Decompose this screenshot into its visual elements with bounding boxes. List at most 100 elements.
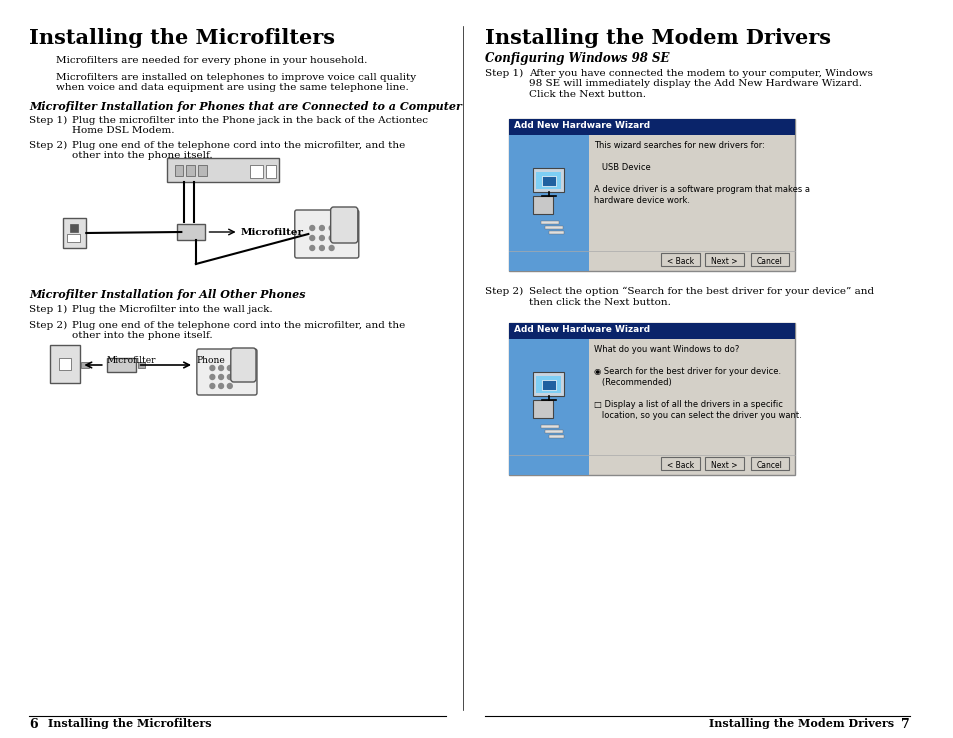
Bar xyxy=(509,339,588,475)
Text: What do you want Windows to do?: What do you want Windows to do? xyxy=(594,345,739,354)
Bar xyxy=(186,165,194,176)
Text: ◉ Search for the best driver for your device.: ◉ Search for the best driver for your de… xyxy=(594,367,781,376)
Bar xyxy=(533,400,552,418)
Text: Microfilters are needed for every phone in your household.: Microfilters are needed for every phone … xyxy=(56,56,367,65)
Text: Next >: Next > xyxy=(710,257,737,266)
Text: Plug one end of the telephone cord into the microfilter, and the
other into the : Plug one end of the telephone cord into … xyxy=(71,141,405,160)
Text: (Recommended): (Recommended) xyxy=(594,378,672,387)
Circle shape xyxy=(310,235,314,241)
Text: □ Display a list of all the drivers in a specific: □ Display a list of all the drivers in a… xyxy=(594,400,782,409)
Text: Step 2): Step 2) xyxy=(29,321,68,330)
Text: Phone: Phone xyxy=(196,356,225,365)
Bar xyxy=(704,457,743,470)
Text: Cancel: Cancel xyxy=(756,257,782,266)
Text: Next >: Next > xyxy=(710,461,737,470)
Text: Installing the Microfilters: Installing the Microfilters xyxy=(29,28,335,48)
Circle shape xyxy=(319,246,324,250)
Bar xyxy=(533,372,564,396)
Circle shape xyxy=(210,384,214,388)
Bar xyxy=(660,457,700,470)
Circle shape xyxy=(319,226,324,230)
Text: hardware device work.: hardware device work. xyxy=(594,196,690,205)
Circle shape xyxy=(310,226,314,230)
Circle shape xyxy=(329,246,334,250)
Bar xyxy=(63,218,86,248)
Text: Step 2): Step 2) xyxy=(29,141,68,150)
Circle shape xyxy=(210,365,214,370)
Bar xyxy=(536,376,561,393)
Text: Installing the Microfilters: Installing the Microfilters xyxy=(49,718,212,729)
Text: 6: 6 xyxy=(29,718,38,731)
FancyBboxPatch shape xyxy=(548,231,564,234)
Text: Plug one end of the telephone cord into the microfilter, and the
other into the : Plug one end of the telephone cord into … xyxy=(71,321,405,340)
Text: Plug the Microfilter into the wall jack.: Plug the Microfilter into the wall jack. xyxy=(71,305,273,314)
Text: Add New Hardware Wizard: Add New Hardware Wizard xyxy=(514,121,649,130)
FancyBboxPatch shape xyxy=(540,221,558,224)
Bar xyxy=(107,358,135,372)
Text: Step 1): Step 1) xyxy=(29,305,68,314)
Bar xyxy=(167,158,279,182)
FancyBboxPatch shape xyxy=(548,435,564,438)
Text: Cancel: Cancel xyxy=(756,461,782,470)
Text: Microfilter: Microfilter xyxy=(107,356,156,365)
FancyBboxPatch shape xyxy=(196,349,256,395)
Circle shape xyxy=(227,374,232,379)
Bar xyxy=(250,165,262,178)
Bar xyxy=(197,165,207,176)
Bar xyxy=(174,165,183,176)
Text: Configuring Windows 98 SE: Configuring Windows 98 SE xyxy=(484,52,669,65)
Bar xyxy=(536,172,561,189)
Text: USB Device: USB Device xyxy=(594,163,651,172)
Text: Microfilter: Microfilter xyxy=(240,228,303,237)
Circle shape xyxy=(210,374,214,379)
Circle shape xyxy=(218,374,223,379)
Circle shape xyxy=(329,226,334,230)
Bar xyxy=(137,362,145,368)
Bar xyxy=(51,345,79,383)
Bar xyxy=(509,119,794,135)
Circle shape xyxy=(329,235,334,241)
Circle shape xyxy=(319,235,324,241)
Circle shape xyxy=(227,384,232,388)
Bar xyxy=(509,135,588,271)
Bar xyxy=(533,168,564,192)
FancyBboxPatch shape xyxy=(294,210,358,258)
Bar xyxy=(660,253,700,266)
Text: After you have connected the modem to your computer, Windows
98 SE will immediat: After you have connected the modem to yo… xyxy=(529,69,872,99)
Text: Plug the microfilter into the Phone jack in the back of the Actiontec
Home DSL M: Plug the microfilter into the Phone jack… xyxy=(71,116,427,135)
FancyBboxPatch shape xyxy=(544,430,563,433)
Bar xyxy=(509,323,794,475)
Bar xyxy=(266,165,276,178)
Bar xyxy=(59,358,71,370)
Text: Add New Hardware Wizard: Add New Hardware Wizard xyxy=(514,325,649,334)
Bar xyxy=(541,380,555,390)
Text: < Back: < Back xyxy=(666,461,694,470)
Text: Step 1): Step 1) xyxy=(29,116,68,125)
Text: 7: 7 xyxy=(900,718,908,731)
Bar xyxy=(541,176,555,186)
FancyBboxPatch shape xyxy=(540,425,558,428)
Bar xyxy=(177,224,204,240)
Text: location, so you can select the driver you want.: location, so you can select the driver y… xyxy=(594,411,801,420)
Bar xyxy=(67,234,80,242)
Text: Installing the Modem Drivers: Installing the Modem Drivers xyxy=(708,718,893,729)
Text: Microfilter Installation for Phones that are Connected to a Computer: Microfilter Installation for Phones that… xyxy=(29,101,461,112)
Bar xyxy=(704,253,743,266)
Bar xyxy=(750,253,788,266)
Circle shape xyxy=(310,246,314,250)
Circle shape xyxy=(218,384,223,388)
Text: Select the option “Search for the best driver for your device” and
then click th: Select the option “Search for the best d… xyxy=(529,287,874,307)
Bar xyxy=(81,362,90,368)
Bar xyxy=(509,119,794,271)
Circle shape xyxy=(227,365,232,370)
FancyBboxPatch shape xyxy=(231,348,255,382)
Bar xyxy=(70,224,77,232)
Text: Installing the Modem Drivers: Installing the Modem Drivers xyxy=(484,28,830,48)
Bar xyxy=(750,457,788,470)
Bar xyxy=(509,323,794,339)
Text: < Back: < Back xyxy=(666,257,694,266)
Text: This wizard searches for new drivers for:: This wizard searches for new drivers for… xyxy=(594,141,764,150)
Bar xyxy=(533,196,552,214)
FancyBboxPatch shape xyxy=(331,207,357,243)
Text: Step 2): Step 2) xyxy=(484,287,522,296)
